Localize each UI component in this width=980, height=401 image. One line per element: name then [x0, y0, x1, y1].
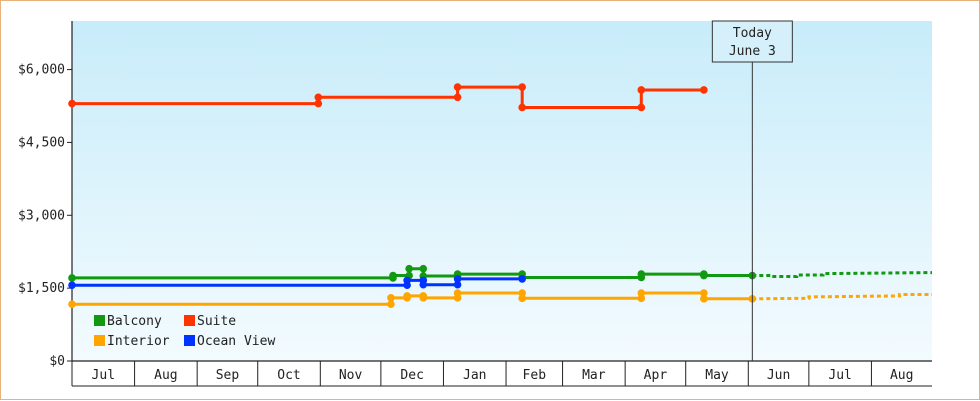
- month-label: Nov: [339, 368, 363, 383]
- series-balcony-point: [637, 270, 646, 278]
- legend-label-interior: Interior: [107, 334, 170, 349]
- series-suite-point: [314, 93, 323, 102]
- series-suite-point: [637, 86, 646, 94]
- month-label: May: [705, 368, 729, 383]
- series-balcony-point: [405, 264, 413, 273]
- series-interior-point: [637, 289, 646, 297]
- series-ocean-view-point: [453, 280, 462, 289]
- series-balcony-point: [389, 271, 397, 280]
- month-label: Jan: [463, 368, 486, 383]
- series-ocean-view-point: [68, 281, 76, 290]
- y-tick-label: $3,000: [18, 208, 65, 223]
- month-label: Dec: [400, 368, 423, 383]
- series-suite: [68, 83, 708, 112]
- legend: Balcony Suite Interior Ocean View: [94, 314, 275, 349]
- month-label: Jul: [92, 368, 115, 383]
- series-suite-point: [453, 83, 462, 91]
- series-ocean-view-point: [453, 275, 462, 283]
- series-suite-point: [700, 86, 708, 94]
- today-label-line2: June 3: [729, 44, 776, 59]
- month-label: Feb: [523, 368, 547, 383]
- series-interior-point: [419, 294, 428, 302]
- y-tick-label: $4,500: [18, 135, 65, 150]
- series-suite-point: [637, 103, 646, 112]
- series-balcony-forecast-line: [752, 271, 933, 278]
- y-axis: $0 $1,500 $3,000 $4,500 $6,000: [18, 21, 73, 369]
- series-balcony-point: [419, 264, 428, 273]
- legend-swatch-suite: [184, 315, 195, 326]
- month-label: Aug: [154, 368, 177, 383]
- legend-label-suite: Suite: [197, 314, 236, 329]
- series-layer: [68, 83, 933, 308]
- month-label: Aug: [890, 368, 913, 383]
- y-tick-label: $6,000: [18, 63, 65, 78]
- month-label: Jul: [828, 368, 851, 383]
- legend-label-ocean-view: Ocean View: [197, 334, 275, 349]
- series-balcony: [68, 264, 933, 282]
- series-suite-point: [453, 93, 462, 102]
- month-label: Mar: [582, 368, 606, 383]
- month-label: Oct: [277, 368, 300, 383]
- series-ocean-view: [68, 275, 526, 290]
- series-interior-forecast-line: [752, 293, 932, 301]
- series-interior-point: [68, 300, 76, 308]
- month-label: Sep: [216, 368, 240, 383]
- series-interior-point: [387, 294, 395, 302]
- legend-swatch-balcony: [94, 315, 105, 326]
- series-interior-point: [518, 289, 526, 297]
- y-tick-label: $1,500: [18, 281, 65, 296]
- series-ocean-view-point: [518, 275, 526, 283]
- today-marker: Today June 3: [711, 20, 793, 361]
- series-interior-point: [453, 289, 462, 297]
- series-ocean-view-point: [403, 276, 411, 285]
- legend-swatch-ocean-view: [184, 335, 195, 346]
- series-interior-point: [387, 300, 395, 308]
- series-balcony-point: [700, 271, 708, 280]
- series-interior: [68, 289, 932, 308]
- series-suite-point: [518, 83, 526, 91]
- series-balcony-point: [68, 274, 76, 282]
- legend-label-balcony: Balcony: [107, 314, 162, 329]
- series-interior-point: [637, 294, 646, 303]
- series-interior-point: [700, 295, 708, 303]
- series-interior-point: [518, 294, 526, 303]
- series-suite-point: [314, 99, 323, 108]
- x-axis: Jul Aug Sep Oct Nov Dec Jan Feb Mar Apr May Jun Jul A…: [71, 360, 932, 387]
- today-label-line1: Today: [733, 26, 772, 41]
- month-label: Jun: [767, 368, 790, 383]
- legend-swatch-interior: [94, 335, 105, 346]
- y-tick-label: $0: [49, 354, 65, 369]
- month-label: Apr: [644, 368, 668, 383]
- today-label-box: [711, 20, 793, 63]
- series-interior-point: [403, 292, 411, 300]
- series-interior-point: [700, 289, 708, 297]
- series-ocean-view-point: [419, 280, 428, 289]
- series-suite-point: [68, 99, 76, 108]
- series-suite-point: [518, 103, 526, 112]
- plot-background: [72, 21, 932, 361]
